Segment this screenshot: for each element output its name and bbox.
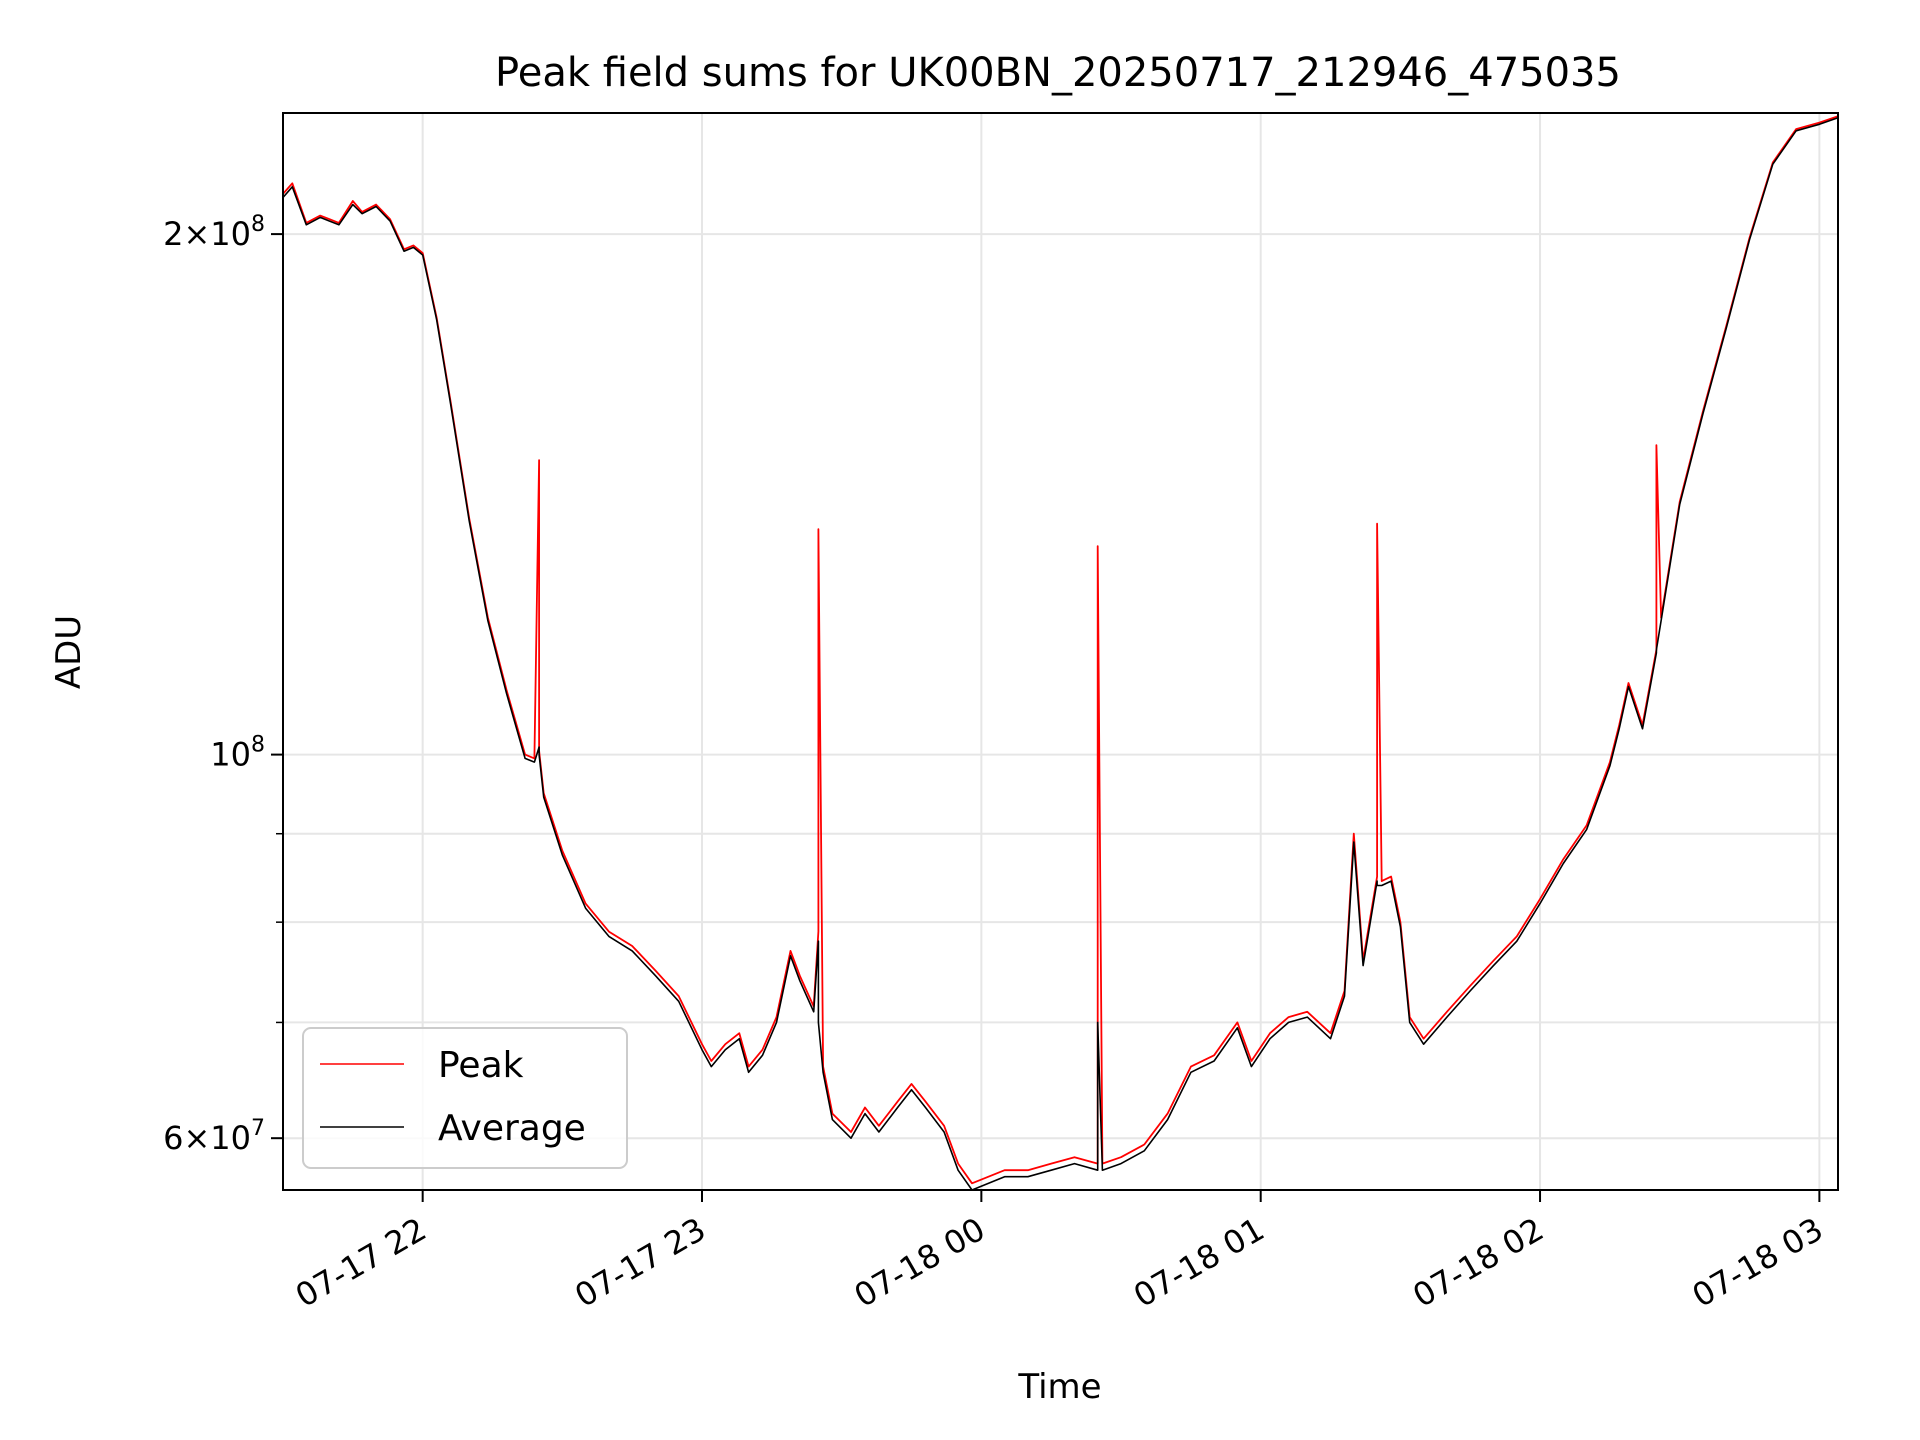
series-line-peak	[282, 115, 1839, 1185]
legend-label-peak: Peak	[438, 1045, 524, 1086]
legend-box	[302, 1027, 628, 1169]
y-axis-label: ADU	[49, 615, 89, 689]
series-line-average	[282, 117, 1839, 1191]
x-axis-label: Time	[1017, 1367, 1101, 1407]
series-layer	[282, 115, 1839, 1191]
legend-label-average: Average	[438, 1108, 586, 1149]
plot-frame	[282, 112, 1839, 1191]
grid	[283, 113, 1838, 1190]
y-tick-label: 2×108	[163, 212, 265, 253]
y-tick-label: 6×107	[163, 1116, 265, 1157]
legend: Peak Average	[302, 1027, 628, 1169]
chart-title: Peak field sums for UK00BN_20250717_2129…	[495, 50, 1621, 96]
